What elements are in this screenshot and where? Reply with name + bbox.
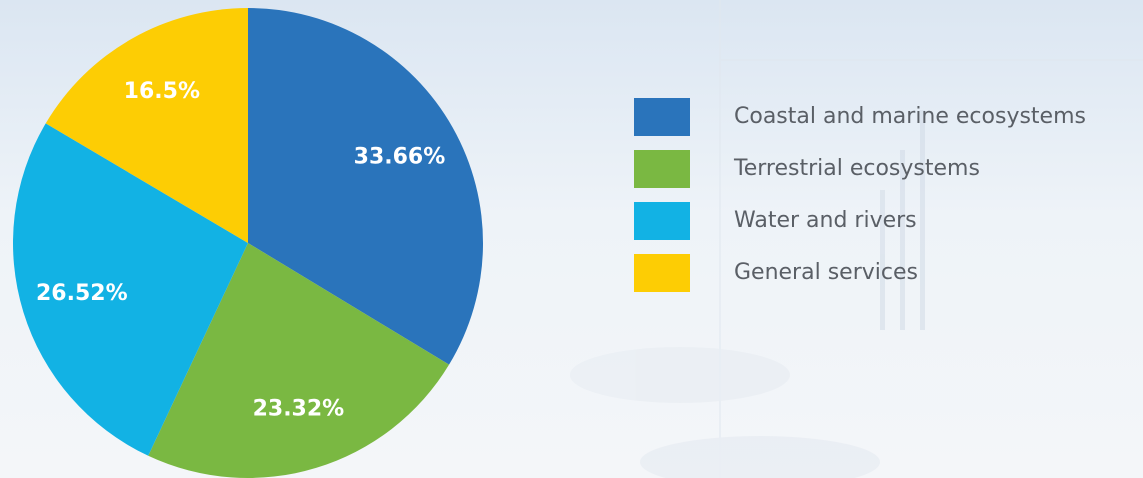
- pie-slice: [12, 123, 249, 456]
- data-label: 23.32%: [253, 396, 345, 421]
- legend-label: Water and rivers: [734, 208, 917, 233]
- pie-slice: [248, 8, 483, 365]
- pie-slice: [148, 243, 450, 478]
- pie-slice: [45, 8, 249, 243]
- background-decor: [570, 0, 1143, 478]
- data-label: 26.52%: [36, 281, 128, 306]
- legend-label: General services: [734, 260, 918, 285]
- data-label: 16.5%: [124, 79, 200, 104]
- data-label: 33.66%: [354, 145, 446, 170]
- legend-key: [634, 254, 690, 292]
- legend-key: [634, 150, 690, 188]
- legend-key: [634, 98, 690, 136]
- legend-label: Coastal and marine ecosystems: [734, 104, 1086, 129]
- legend-key: [634, 202, 690, 240]
- legend-label: Terrestrial ecosystems: [733, 156, 980, 181]
